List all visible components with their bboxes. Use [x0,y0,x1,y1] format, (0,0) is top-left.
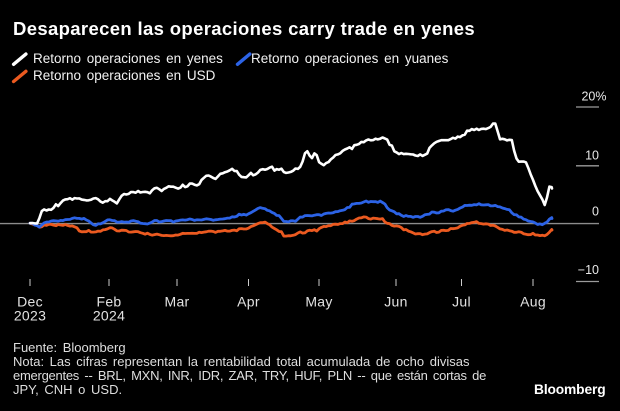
svg-text:May: May [305,294,332,310]
svg-text:Jun: Jun [384,294,407,310]
svg-text:20%: 20% [581,90,606,104]
svg-text:Jul: Jul [452,294,471,310]
svg-text:Feb: Feb [96,294,121,310]
svg-text:Aug: Aug [520,294,546,310]
svg-text:10: 10 [585,148,599,162]
svg-text:Mar: Mar [164,294,189,310]
svg-text:0: 0 [592,205,599,219]
svg-text:Apr: Apr [237,294,260,310]
svg-text:−10: −10 [578,263,599,277]
svg-text:2023: 2023 [14,308,46,324]
svg-text:Dec: Dec [17,294,43,310]
svg-text:2024: 2024 [93,308,125,324]
